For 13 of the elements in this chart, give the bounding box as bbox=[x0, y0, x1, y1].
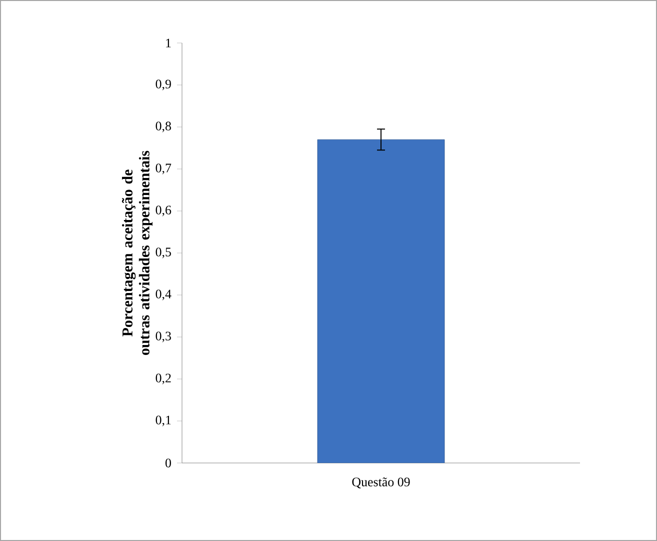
y-tick-label: 0,5 bbox=[156, 248, 171, 258]
y-tick-label: 0,4 bbox=[156, 290, 172, 300]
y-tick-label: 0,6 bbox=[156, 206, 172, 216]
y-tick-label: 0 bbox=[166, 458, 171, 468]
x-tick-label: Questão 09 bbox=[352, 478, 410, 488]
y-tick-label: 0,3 bbox=[156, 332, 171, 342]
y-tick-label: 0,1 bbox=[156, 416, 171, 426]
y-tick-label: 0,9 bbox=[156, 80, 171, 90]
y-tick-label: 0,8 bbox=[156, 122, 171, 132]
y-tick-label: 1 bbox=[166, 38, 171, 48]
y-tick-label: 0,2 bbox=[156, 374, 171, 384]
y-axis-title: Porcentagem aceitação de outras atividades experimentais bbox=[122, 150, 152, 355]
y-tick-label: 0,7 bbox=[156, 164, 172, 174]
